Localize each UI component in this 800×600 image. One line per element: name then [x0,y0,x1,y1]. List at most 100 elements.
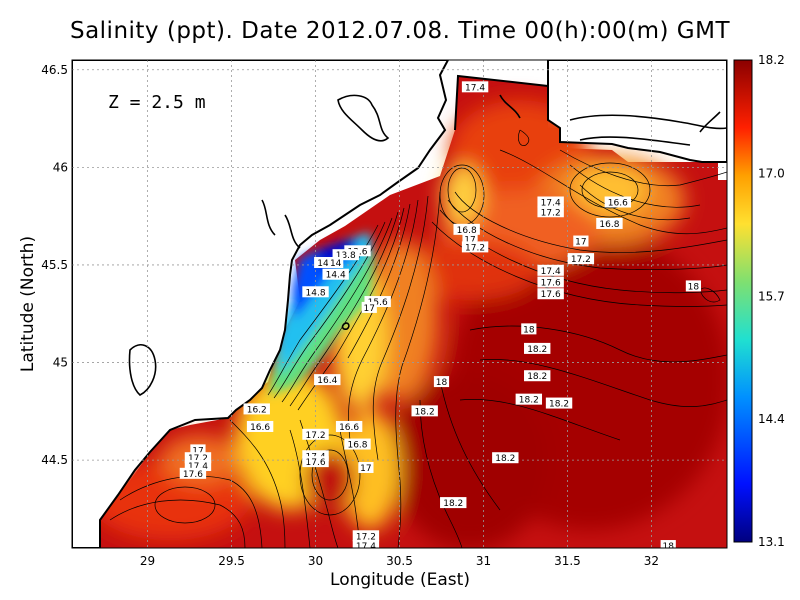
contour-label-box [314,257,341,269]
contour-label-text: 17.2 [306,431,326,441]
contour-label-box [521,323,537,335]
contour-label-box [537,206,564,218]
contour-label-text: 14 [330,259,342,269]
contour-label-text: 17.2 [356,532,376,542]
x-axis-label: Longitude (East) [330,570,470,590]
contour-label-text: 16.6 [608,198,628,208]
contour-label-box [358,461,374,473]
contour-label-text: 14.4 [326,271,346,281]
contour-label: 16.6 [335,420,363,433]
contour-label: 14.4 [322,268,349,281]
contour-label-text: 13.8 [336,251,356,261]
contour-label: 18.2 [411,405,438,417]
contour-label: 17.4 [461,81,489,93]
y-tick-label: 44.5 [41,453,68,467]
contour-label-box [411,405,438,417]
contour-label-box [361,301,377,313]
contour-label-text: 18 [662,542,674,552]
contour-label: 17.4 [352,540,380,548]
x-tick-label: 30.5 [386,554,413,568]
contour-label: 16.8 [596,217,623,230]
red-mid [400,240,540,300]
contour-label: 17.4 [537,196,564,208]
contour-label-box [604,196,632,208]
contour-label: 17.6 [302,456,329,468]
contour-label-text: 17.6 [306,458,326,468]
contour-label-text: 16.8 [457,226,477,236]
contour-label: 17.2 [302,428,329,441]
contour-label: 18.2 [545,397,573,410]
contour-label: 18.2 [524,370,551,382]
contour-label: 13.8 [332,249,359,261]
contour-label-box [596,217,623,229]
contour-label-box [328,257,344,269]
contour-label-box [314,374,341,386]
y-tick-labels: 44.5 45 45.5 46 46.5 [41,63,68,467]
contour-label-text: 17.2 [571,255,591,265]
y-tick-label: 45.5 [41,258,68,272]
x-tick-label: 30 [308,554,323,568]
contour-label-box [302,456,329,468]
land-sea-edge [454,74,549,131]
contour-label-box [302,450,329,462]
contour-label-box [660,540,676,548]
contour-label-box [537,196,564,208]
inland-water [128,94,727,396]
contour-label-box [515,393,543,405]
contour-label-box [461,81,489,93]
contour-label: 16.8 [453,223,480,236]
contour-label-text: 17.4 [188,462,208,472]
contour-labels: 17.417.417.216.616.81717.217.417.617.618… [179,81,702,552]
contour-label: 18.2 [524,342,551,355]
contour-label-text: 17.2 [465,243,485,253]
contour-label: 18 [660,540,676,552]
contour-label-text: 17.6 [183,470,203,480]
contour-label-box [344,438,371,450]
colorbar-gradient [733,59,753,543]
contour-label: 17.4 [537,264,564,277]
contour-label-box [685,280,702,292]
contour-label-text: 18.2 [495,454,515,464]
contour-label-box [537,288,564,300]
contour-label-box [243,403,270,415]
contour-label-text: 14.6 [317,259,337,269]
contour-label-text: 16.8 [599,220,619,230]
contour-label: 17.2 [567,253,595,265]
contour-label-text: 17.2 [541,208,561,218]
colorbar-tick-label: 18.2 [758,53,785,67]
contour-label-box [492,452,519,464]
contour-label-text: 17 [192,446,203,456]
y-axis-label: Latitude (North) [18,236,38,372]
contour-label: 17 [462,233,478,246]
contour-label-box [302,428,329,440]
colorbar: 18.2 17.0 15.7 14.4 13.1 [733,53,785,549]
contour-label-box [433,376,450,388]
contour-label: 16.2 [243,403,270,415]
colorbar-tick-label: 15.7 [758,289,785,303]
plot-frame [71,59,728,549]
contour-label-text: 16.6 [339,423,359,433]
contour-label: 17.2 [184,452,212,464]
contour-label-text: 16.8 [347,441,367,451]
contour-label-text: 18 [523,325,535,335]
contour-label: 17.6 [537,276,564,289]
contour-label-box [440,497,467,509]
y-tick-label: 45 [53,356,68,370]
colorbar-tick-label: 14.4 [758,412,785,426]
contour-label: 16.6 [604,196,632,208]
contour-label-text: 17 [464,236,475,246]
contour-label-text: 16.6 [250,423,270,433]
contour-label-text: 18.2 [519,396,539,406]
contour-label-box [545,397,573,409]
yellow-north-plume [442,165,482,225]
contour-label-box [364,296,391,308]
contour-label: 17.6 [179,467,207,480]
contour-label: 18 [433,376,450,388]
contour-label: 17 [573,235,589,248]
contour-label: 14.6 [314,257,341,269]
y-tick-label: 46.5 [41,63,68,77]
x-tick-label: 31 [476,554,491,568]
contour-label-box [246,420,274,432]
contour-label: 17 [361,301,377,314]
contour-label-text: 17.2 [188,454,208,464]
